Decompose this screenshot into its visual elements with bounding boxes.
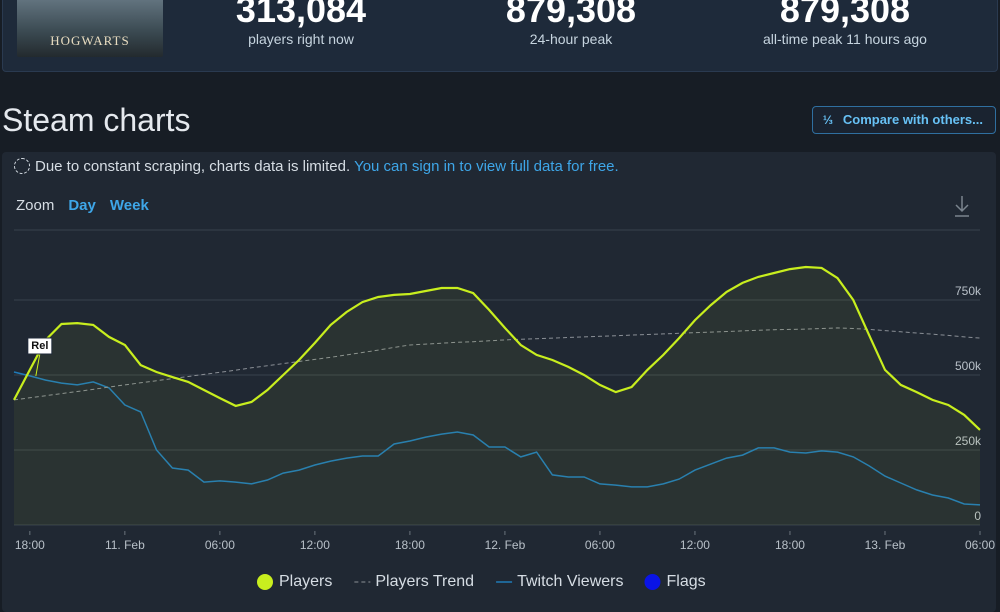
y-tick-label: 500k [955,359,982,373]
x-tick-label: 18:00 [15,538,45,552]
stat: 313,084 players right now [181,0,421,47]
stat-value: 879,308 [779,0,911,30]
legend-label[interactable]: Twitch Viewers [517,573,623,590]
stat-value: 879,308 [505,0,637,30]
y-tick-label: 0 [974,509,981,523]
notice-text: Due to constant scraping, charts data is… [35,158,351,175]
sign-in-link[interactable]: You can sign in to view full data for fr… [354,158,619,175]
x-tick-label: 13. Feb [865,538,906,552]
zoom-bar: Zoom Day Week [16,197,149,214]
x-tick-label: 12. Feb [485,538,526,552]
area-fill [14,267,980,525]
spinner-icon [14,158,30,174]
stat: 879,308 all-time peak 11 hours ago [725,0,965,47]
zoom-option[interactable]: Day [68,197,96,214]
x-tick-label: 18:00 [395,538,425,552]
legend-swatch [644,574,661,590]
stat-label: all-time peak 11 hours ago [763,31,927,47]
game-thumbnail[interactable]: HOGWARTS [17,0,163,57]
annotation-stem [35,353,41,377]
zoom-label: Zoom [16,197,55,214]
game-logo: HOGWARTS [50,33,130,48]
x-tick-label: 06:00 [965,538,995,552]
download-icon[interactable] [955,196,969,217]
series-line [13,265,981,431]
notice: Due to constant scraping, charts data is… [14,158,619,175]
chart-panel [2,152,996,612]
legend-label[interactable]: Players Trend [375,573,474,590]
annotation-box [27,337,53,355]
x-tick-label: 06:00 [585,538,615,552]
legend-swatch [257,574,273,590]
series-line [13,371,981,506]
stat-label: players right now [248,31,354,47]
y-tick-label: 250k [955,434,982,448]
legend-label[interactable]: Players [279,573,332,590]
legend-label[interactable]: Flags [666,573,705,590]
x-tick-label: 12:00 [680,538,710,552]
zoom-option[interactable]: Week [109,197,149,214]
stats-banner: HOGWARTS 313,084 players right now 879,30… [2,0,998,72]
stat-value: 313,084 [235,0,367,30]
stat: 879,308 24-hour peak [451,0,691,47]
stat-label: 24-hour peak [529,31,613,47]
x-tick-label: 11. Feb [105,538,145,552]
x-tick-label: 18:00 [775,538,805,552]
annotation-label: Rel [31,340,48,352]
x-tick-label: 12:00 [300,538,330,552]
compare-button[interactable]: Compare with others... [811,106,996,134]
y-tick-label: 750k [955,284,982,298]
x-tick-label: 06:00 [205,538,235,552]
section-title: Steam charts [2,102,191,138]
